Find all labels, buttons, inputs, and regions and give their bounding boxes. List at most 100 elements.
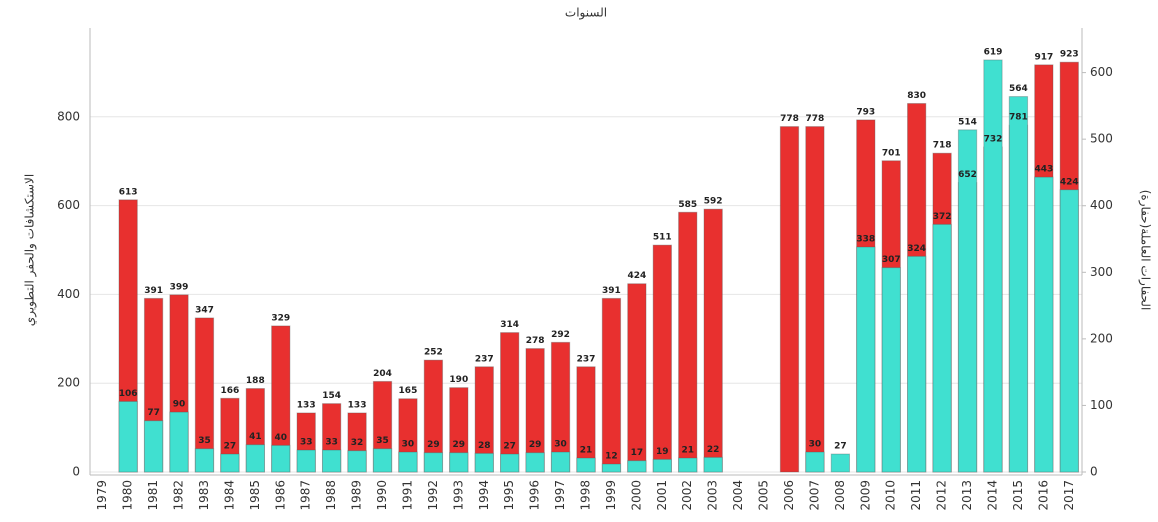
value-label: 12 xyxy=(605,452,618,462)
value-label: 40 xyxy=(275,433,288,443)
x-tick-label: 2014 xyxy=(985,480,999,511)
bar xyxy=(576,457,596,473)
value-label: 613 xyxy=(119,187,138,197)
x-tick-label: 1985 xyxy=(248,480,262,511)
bar xyxy=(576,366,596,473)
y2-tick-label: 400 xyxy=(1090,198,1113,212)
value-label: 27 xyxy=(503,442,516,452)
value-label: 347 xyxy=(195,305,214,315)
bar xyxy=(907,255,927,473)
bar xyxy=(856,246,876,473)
value-label: 35 xyxy=(198,436,211,446)
value-label: 188 xyxy=(246,376,265,386)
value-label: 29 xyxy=(427,440,440,450)
y2-tick-label: 600 xyxy=(1090,65,1113,79)
x-tick-label: 2008 xyxy=(833,480,847,511)
value-label: 33 xyxy=(300,438,313,448)
value-label: 17 xyxy=(631,448,644,458)
value-label: 133 xyxy=(348,400,367,410)
value-label: 732 xyxy=(984,134,1003,144)
bar xyxy=(627,460,647,473)
value-label: 90 xyxy=(173,400,186,410)
value-label: 29 xyxy=(529,440,542,450)
value-label: 619 xyxy=(984,47,1003,57)
chart-title: السنوات xyxy=(565,6,607,21)
bar xyxy=(805,126,825,473)
value-label: 324 xyxy=(907,244,926,254)
bar xyxy=(398,451,418,473)
x-tick-label: 1981 xyxy=(146,480,160,511)
x-tick-label: 2017 xyxy=(1062,480,1076,511)
bar xyxy=(347,450,367,473)
value-label: 830 xyxy=(907,91,926,101)
value-label: 923 xyxy=(1060,50,1079,60)
x-tick-label: 1982 xyxy=(172,480,186,511)
bar xyxy=(220,453,240,473)
value-label: 793 xyxy=(856,107,875,117)
x-tick-label: 1986 xyxy=(273,480,287,511)
value-label: 154 xyxy=(322,391,341,401)
y2-tick-label: 200 xyxy=(1090,331,1113,345)
x-tick-label: 2006 xyxy=(782,480,796,511)
bar xyxy=(118,400,138,473)
bar xyxy=(372,448,393,473)
y-tick-label: 200 xyxy=(57,376,80,390)
x-tick-label: 2007 xyxy=(807,480,821,511)
value-label: 329 xyxy=(271,313,290,323)
value-label: 33 xyxy=(325,438,338,448)
x-tick-label: 2000 xyxy=(629,480,643,511)
x-tick-label: 1997 xyxy=(553,480,567,511)
value-label: 21 xyxy=(681,446,694,456)
x-tick-label: 1991 xyxy=(400,480,414,511)
bar xyxy=(1034,176,1054,473)
value-label: 778 xyxy=(806,114,825,124)
value-label: 292 xyxy=(551,330,570,340)
value-label: 424 xyxy=(627,271,646,281)
value-label: 424 xyxy=(1060,177,1079,187)
bar xyxy=(550,451,571,473)
x-tick-label: 2010 xyxy=(884,480,898,511)
x-tick-label: 1984 xyxy=(222,480,236,511)
bar xyxy=(779,126,800,473)
x-tick-label: 1996 xyxy=(528,480,542,511)
bar xyxy=(449,452,469,473)
value-label: 237 xyxy=(577,354,596,364)
value-label: 652 xyxy=(958,170,977,180)
value-label: 165 xyxy=(399,386,418,396)
y2-axis-label: الحفارات العاملة(حفارة) xyxy=(1138,190,1153,311)
y2-tick-label: 500 xyxy=(1090,132,1113,146)
value-label: 35 xyxy=(376,436,389,446)
value-label: 399 xyxy=(170,282,189,292)
x-tick-label: 1987 xyxy=(299,480,313,511)
bar xyxy=(1059,189,1079,473)
bar xyxy=(500,453,520,473)
x-tick-label: 2016 xyxy=(1036,480,1050,511)
value-label: 204 xyxy=(373,369,392,379)
bar xyxy=(983,59,1003,473)
value-label: 718 xyxy=(933,141,952,151)
x-tick-label: 2015 xyxy=(1011,480,1025,511)
x-tick-label: 1994 xyxy=(477,480,491,511)
bar xyxy=(652,244,672,473)
y-tick-label: 600 xyxy=(57,198,80,212)
x-tick-label: 2011 xyxy=(909,480,923,511)
value-label: 252 xyxy=(424,348,443,358)
y-axis-label: الاستكشافات والحفر التطويري xyxy=(23,174,38,326)
x-tick-label: 2009 xyxy=(858,480,872,511)
value-label: 585 xyxy=(678,200,697,210)
bar xyxy=(678,457,698,473)
value-label: 372 xyxy=(933,212,952,222)
x-tick-label: 1989 xyxy=(350,480,364,511)
value-label: 133 xyxy=(297,400,316,410)
x-tick-label: 1999 xyxy=(604,480,618,511)
bar xyxy=(678,211,698,473)
value-label: 77 xyxy=(147,408,160,418)
value-label: 511 xyxy=(653,233,672,243)
x-tick-label: 1979 xyxy=(95,480,109,511)
x-tick-label: 1983 xyxy=(197,480,211,511)
x-tick-label: 2003 xyxy=(706,480,720,511)
value-label: 443 xyxy=(1034,165,1053,175)
value-label: 391 xyxy=(144,286,163,296)
bar xyxy=(296,449,316,473)
